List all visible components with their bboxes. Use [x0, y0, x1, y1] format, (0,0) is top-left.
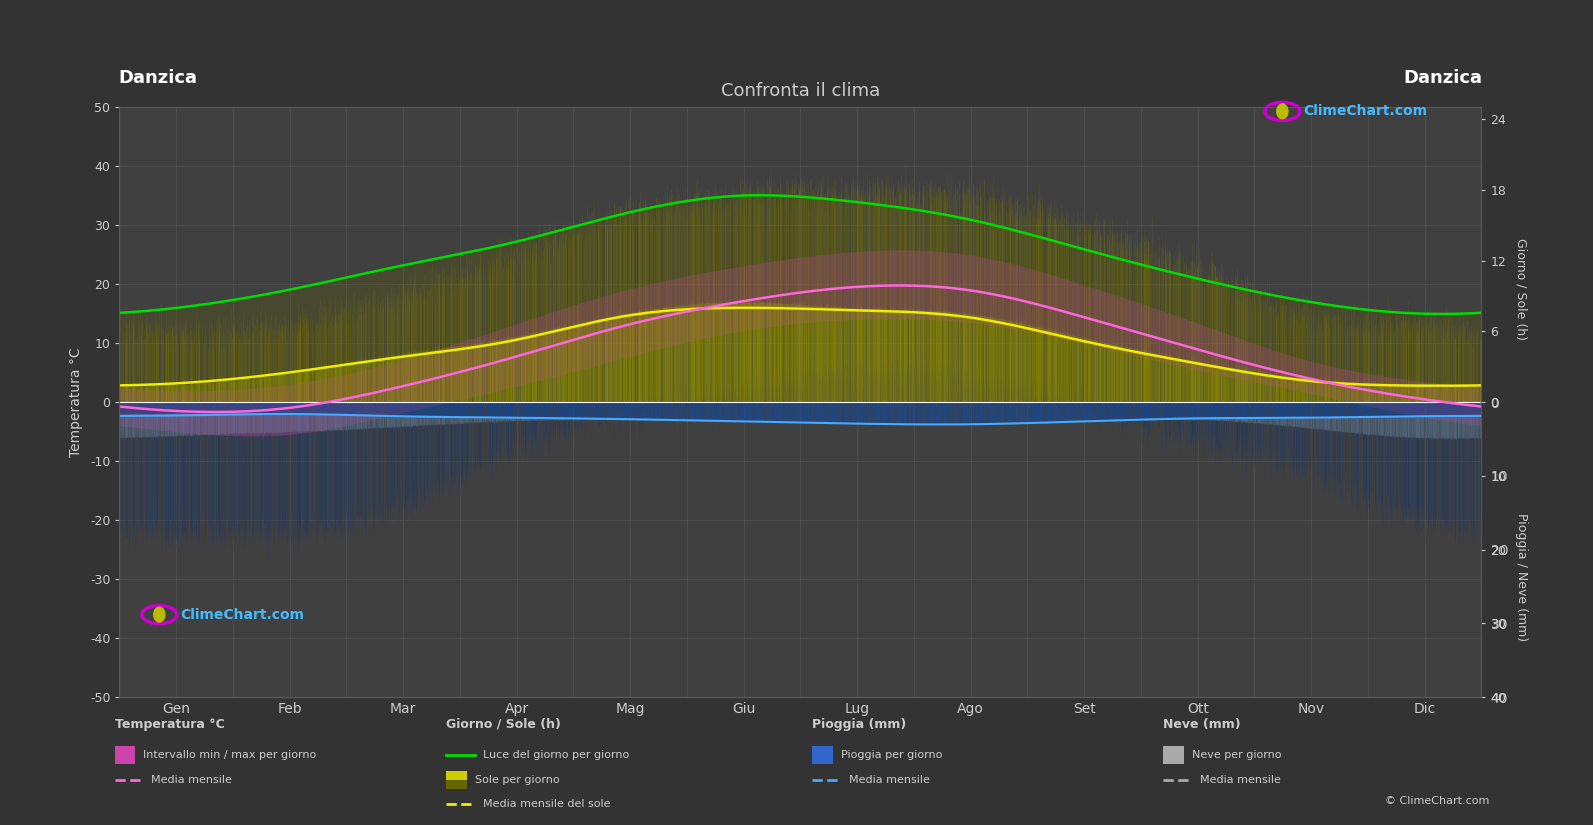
Text: Sole per giorno: Sole per giorno — [475, 775, 559, 785]
Text: Media mensile: Media mensile — [849, 775, 930, 785]
Text: Temperatura °C: Temperatura °C — [115, 718, 225, 731]
Text: ClimeChart.com: ClimeChart.com — [180, 608, 304, 621]
Text: ClimeChart.com: ClimeChart.com — [1303, 105, 1427, 118]
Text: Media mensile: Media mensile — [1200, 775, 1281, 785]
Text: Danzica: Danzica — [118, 68, 198, 87]
Text: Pioggia per giorno: Pioggia per giorno — [841, 750, 943, 760]
Text: Giorno / Sole (h): Giorno / Sole (h) — [1515, 238, 1528, 340]
Y-axis label: Temperatura °C: Temperatura °C — [68, 347, 83, 457]
Title: Confronta il clima: Confronta il clima — [722, 82, 879, 100]
Text: Media mensile del sole: Media mensile del sole — [483, 799, 610, 809]
Text: Intervallo min / max per giorno: Intervallo min / max per giorno — [143, 750, 317, 760]
Text: Giorno / Sole (h): Giorno / Sole (h) — [446, 718, 561, 731]
Text: Luce del giorno per giorno: Luce del giorno per giorno — [483, 750, 629, 760]
Text: © ClimeChart.com: © ClimeChart.com — [1384, 796, 1489, 806]
Text: Neve per giorno: Neve per giorno — [1192, 750, 1281, 760]
Text: Media mensile: Media mensile — [151, 775, 233, 785]
Text: Danzica: Danzica — [1403, 68, 1483, 87]
Text: Pioggia / Neve (mm): Pioggia / Neve (mm) — [1515, 513, 1528, 642]
Text: Neve (mm): Neve (mm) — [1163, 718, 1241, 731]
Text: Pioggia (mm): Pioggia (mm) — [812, 718, 906, 731]
